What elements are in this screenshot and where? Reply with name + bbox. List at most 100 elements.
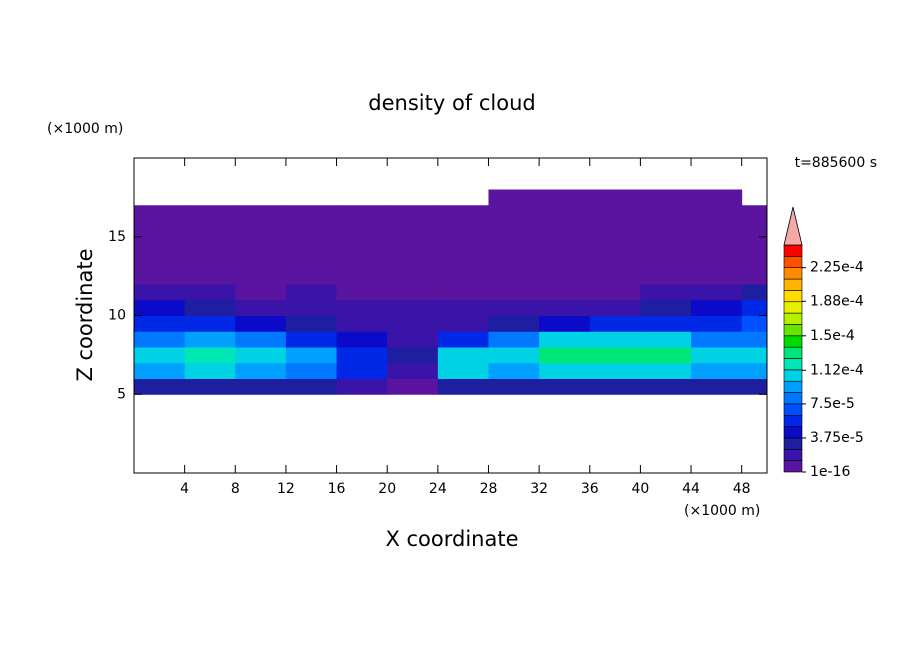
colorbar-segment bbox=[783, 426, 803, 439]
contour-cell bbox=[235, 378, 287, 395]
contour-cell bbox=[437, 378, 489, 395]
x-tick-label: 28 bbox=[480, 481, 498, 497]
contour-cell bbox=[134, 268, 186, 285]
contour-cell bbox=[235, 347, 287, 364]
contour-cell bbox=[741, 331, 768, 348]
contour-cell bbox=[285, 221, 338, 238]
colorbar-segment bbox=[783, 403, 803, 416]
contour-cell bbox=[589, 284, 641, 301]
contour-cell bbox=[640, 189, 692, 206]
contour-cell bbox=[741, 221, 768, 238]
contour-cell bbox=[387, 331, 439, 348]
contour-cell bbox=[589, 252, 641, 269]
contour-cell bbox=[488, 252, 540, 269]
contour-cell bbox=[741, 347, 768, 364]
colorbar-segment bbox=[783, 290, 803, 303]
contour-cell bbox=[336, 221, 388, 238]
colorbar-label: 2.25e-4 bbox=[810, 260, 864, 276]
contour-cell bbox=[336, 362, 388, 379]
contour-cell bbox=[285, 268, 338, 285]
colorbar-segment bbox=[783, 369, 803, 382]
x-tick-label: 36 bbox=[581, 481, 599, 497]
contour-cell bbox=[235, 299, 287, 316]
contour-cell bbox=[589, 299, 641, 316]
contour-cell bbox=[539, 347, 591, 364]
colorbar-segment bbox=[783, 256, 803, 269]
contour-cell bbox=[488, 315, 540, 332]
contour-cell bbox=[134, 362, 186, 379]
contour-cell bbox=[235, 221, 287, 238]
contour-cell bbox=[539, 315, 591, 332]
contour-cell bbox=[437, 299, 489, 316]
contour-cell bbox=[387, 252, 439, 269]
contour-cell bbox=[691, 205, 743, 222]
x-tick-label: 8 bbox=[231, 481, 240, 497]
contour-cell bbox=[589, 315, 641, 332]
contour-cell bbox=[640, 378, 692, 395]
contour-cell bbox=[640, 236, 692, 253]
contour-cell bbox=[691, 315, 743, 332]
contour-cell bbox=[589, 347, 641, 364]
contour-cell bbox=[437, 362, 489, 379]
contour-cell bbox=[336, 378, 388, 395]
contour-cell bbox=[184, 252, 236, 269]
contour-cell bbox=[589, 236, 641, 253]
contour-cell bbox=[285, 236, 338, 253]
contour-cell bbox=[691, 331, 743, 348]
contour-cell bbox=[741, 315, 768, 332]
x-unit: (×1000 m) bbox=[684, 503, 760, 519]
contour-cell bbox=[640, 331, 692, 348]
contour-cell bbox=[336, 331, 388, 348]
contour-cell bbox=[640, 221, 692, 238]
contour-cell bbox=[539, 284, 591, 301]
contour-cell bbox=[285, 252, 338, 269]
contour-cell bbox=[437, 252, 489, 269]
contour-cell bbox=[134, 331, 186, 348]
colorbar-label: 1.88e-4 bbox=[810, 293, 864, 309]
colorbar-label: 1.12e-4 bbox=[810, 362, 864, 378]
contour-cell bbox=[184, 378, 236, 395]
contour-cell bbox=[539, 205, 591, 222]
x-tick-label: 32 bbox=[530, 481, 548, 497]
contour-cell bbox=[488, 378, 540, 395]
contour-cell bbox=[184, 205, 236, 222]
contour-cell bbox=[741, 236, 768, 253]
contour-cell bbox=[336, 299, 388, 316]
x-tick-label: 48 bbox=[733, 481, 751, 497]
contour-cell bbox=[437, 221, 489, 238]
contour-cell bbox=[235, 362, 287, 379]
colorbar-segment bbox=[783, 437, 803, 450]
contour-cell bbox=[285, 284, 338, 301]
contour-cell bbox=[488, 331, 540, 348]
contour-cell bbox=[640, 284, 692, 301]
contour-cell bbox=[235, 236, 287, 253]
x-tick-label: 44 bbox=[682, 481, 700, 497]
contour-cell bbox=[539, 362, 591, 379]
y-tick-label: 5 bbox=[117, 386, 126, 402]
contour-cell bbox=[184, 347, 236, 364]
colorbar-extension bbox=[783, 206, 803, 246]
contour-cell bbox=[184, 284, 236, 301]
colorbar-segment bbox=[783, 324, 803, 337]
colorbar-segment bbox=[783, 278, 803, 291]
contour-cell bbox=[640, 268, 692, 285]
colorbar-segment bbox=[783, 460, 803, 473]
contour-cell bbox=[691, 236, 743, 253]
contour-cell bbox=[539, 331, 591, 348]
colorbar-label: 7.5e-5 bbox=[810, 396, 855, 412]
contour-cell bbox=[134, 378, 186, 395]
contour-cell bbox=[285, 362, 338, 379]
contour-cell bbox=[387, 378, 439, 395]
colorbar-segment bbox=[783, 312, 803, 325]
contour-cell bbox=[691, 362, 743, 379]
contour-cell bbox=[437, 205, 489, 222]
contour-cell bbox=[691, 299, 743, 316]
x-axis-title: X coordinate bbox=[385, 527, 518, 551]
contour-cell bbox=[235, 205, 287, 222]
annotation: t=885600 s bbox=[795, 155, 877, 171]
contour-cell bbox=[437, 331, 489, 348]
contour-cell bbox=[640, 205, 692, 222]
contour-cell bbox=[437, 236, 489, 253]
contour-cell bbox=[488, 299, 540, 316]
